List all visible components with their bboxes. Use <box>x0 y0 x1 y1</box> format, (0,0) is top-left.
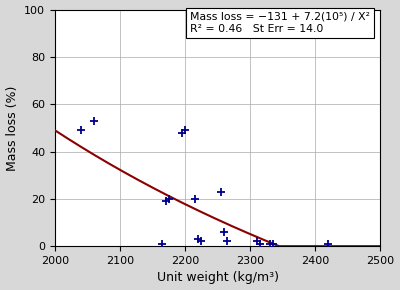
Y-axis label: Mass loss (%): Mass loss (%) <box>6 85 18 171</box>
Point <box>159 242 166 246</box>
Point <box>162 199 169 204</box>
Point <box>78 128 84 133</box>
Point <box>224 239 230 244</box>
Point <box>266 242 273 246</box>
Point <box>182 128 188 133</box>
Point <box>198 239 204 244</box>
Point <box>218 189 224 194</box>
Point <box>192 197 198 201</box>
Point <box>91 118 97 123</box>
Point <box>178 130 185 135</box>
Point <box>254 239 260 244</box>
Point <box>195 237 201 241</box>
Point <box>257 242 263 246</box>
Point <box>270 242 276 246</box>
Point <box>221 230 227 234</box>
Point <box>166 197 172 201</box>
Text: Mass loss = −131 + 7.2(10⁵) / X²
R² = 0.46   St Err = 14.0: Mass loss = −131 + 7.2(10⁵) / X² R² = 0.… <box>190 12 370 34</box>
X-axis label: Unit weight (kg/m³): Unit weight (kg/m³) <box>157 271 279 284</box>
Point <box>325 242 332 246</box>
